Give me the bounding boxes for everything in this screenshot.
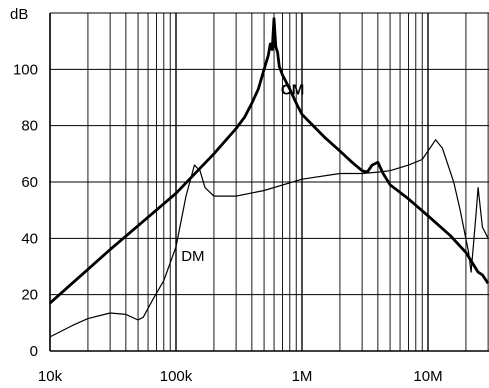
series-labels: CM DM xyxy=(181,82,304,265)
x-tick-label: 10M xyxy=(413,368,442,385)
x-tick-label: 10k xyxy=(38,368,63,385)
y-tick-label: 80 xyxy=(21,118,38,135)
grid-lines xyxy=(49,12,489,352)
series-label-dm: DM xyxy=(181,248,204,265)
y-tick-label: 40 xyxy=(21,230,38,247)
x-tick-labels: 10k 100k 1M 10M xyxy=(38,368,443,385)
y-tick-label: 20 xyxy=(21,287,38,304)
y-tick-label: 60 xyxy=(21,174,38,191)
series-lines xyxy=(49,17,489,338)
y-axis-label: dB xyxy=(10,6,28,23)
y-tick-label: 100 xyxy=(13,61,38,78)
y-tick-label: 0 xyxy=(30,343,38,360)
x-tick-label: 100k xyxy=(160,368,193,385)
y-tick-labels: 0 20 40 60 80 100 xyxy=(13,61,38,360)
series-line-cm xyxy=(49,17,489,305)
series-label-cm: CM xyxy=(281,82,304,99)
series-line-dm xyxy=(49,139,489,338)
x-tick-label: 1M xyxy=(292,368,313,385)
